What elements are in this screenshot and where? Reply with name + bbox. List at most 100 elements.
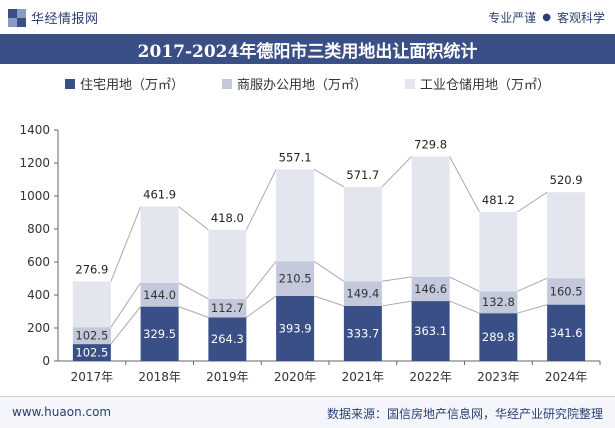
bar-segment xyxy=(547,192,586,279)
legend-swatch-commercial xyxy=(221,78,232,89)
y-axis: 0 200 400 600 800 1000 1200 1400 xyxy=(19,123,59,368)
chart-title: 2017-2024年德阳市三类用地出让面积统计 xyxy=(137,41,478,62)
connector-line xyxy=(449,156,480,213)
x-tick-label: 2019年 xyxy=(206,370,249,384)
connector-line xyxy=(449,300,480,314)
x-tick-label: 2024年 xyxy=(545,370,588,384)
connector-line xyxy=(517,304,548,314)
connector-line xyxy=(517,191,548,213)
data-label: 418.0 xyxy=(211,211,244,225)
x-axis: 2017年 2018年 2019年 2020年 2021年 2022年 2023年 2024年 xyxy=(58,360,601,384)
data-labels: 102.5 102.5 276.9 329.5 144.0 461.9 264.3 112.7… xyxy=(75,137,582,359)
connector-line xyxy=(381,276,412,282)
bar-segment xyxy=(479,313,518,361)
chart-legend: 住宅用地（万㎡） 商服办公用地（万㎡） 工业仓储用地（万㎡） xyxy=(0,74,615,93)
legend-swatch-industrial xyxy=(405,78,415,89)
data-label: 363.1 xyxy=(414,324,447,338)
y-tick-label: 600 xyxy=(27,255,50,269)
data-label: 160.5 xyxy=(550,284,583,298)
data-label: 146.6 xyxy=(414,282,447,296)
bar-segment xyxy=(208,298,247,318)
footer-url: www.huaon.com xyxy=(12,405,112,419)
brand: 华经情报网 xyxy=(8,8,99,27)
connector-line xyxy=(110,306,142,345)
connector-line xyxy=(110,282,142,328)
bar-segment xyxy=(276,169,315,262)
bar-segment xyxy=(208,229,247,299)
data-label: 264.3 xyxy=(211,332,244,346)
brand-name: 华经情报网 xyxy=(31,12,99,27)
y-tick-label: 1400 xyxy=(19,123,50,137)
bar-segment xyxy=(343,186,382,282)
data-label: 276.9 xyxy=(75,262,108,276)
data-label: 289.8 xyxy=(482,330,515,344)
data-label: 149.4 xyxy=(346,287,379,301)
bar-segment xyxy=(140,306,179,361)
y-tick-label: 0 xyxy=(42,354,50,368)
legend-label-residential: 住宅用地（万㎡） xyxy=(79,78,184,93)
bar-segment xyxy=(547,304,586,361)
connector-lines xyxy=(110,156,548,345)
connector-line xyxy=(313,168,345,188)
data-label: 393.9 xyxy=(279,322,312,336)
bar-segment xyxy=(72,281,111,328)
data-label: 329.5 xyxy=(143,327,176,341)
connector-line xyxy=(381,300,412,307)
footer-source: 数据来源：国信房地产信息网，华经产业研究院整理 xyxy=(326,407,603,421)
connector-line xyxy=(381,156,412,188)
x-tick-label: 2017年 xyxy=(71,370,114,384)
legend-item-industrial: 工业仓储用地（万㎡） xyxy=(405,74,550,93)
brand-logo-icon xyxy=(8,8,26,27)
bar-segment xyxy=(411,276,450,302)
bar-segment xyxy=(72,344,111,361)
legend-item-commercial: 商服办公用地（万㎡） xyxy=(221,74,367,93)
connector-line xyxy=(178,206,209,231)
bar-segment xyxy=(479,211,518,292)
connector-line xyxy=(313,260,345,282)
connector-line xyxy=(178,306,209,318)
data-label: 571.7 xyxy=(346,168,379,182)
data-label: 210.5 xyxy=(279,272,312,286)
bar-segment xyxy=(479,291,518,314)
footer: www.huaon.com 数据来源：国信房地产信息网，华经产业研究院整理 xyxy=(0,396,615,428)
bar-segment xyxy=(208,317,247,361)
x-tick-label: 2022年 xyxy=(409,370,452,384)
bar-segment xyxy=(140,282,179,307)
connector-line xyxy=(245,169,277,231)
bullet-dot-icon: ● xyxy=(542,12,551,23)
bar-segment xyxy=(547,278,586,305)
bar-segment xyxy=(140,206,179,283)
connector-line xyxy=(517,277,548,292)
x-tick-label: 2023年 xyxy=(477,370,520,384)
connector-line xyxy=(313,295,345,307)
bar-segment xyxy=(72,327,111,345)
slogan-left: 专业严谨 xyxy=(488,11,537,25)
x-tick-label: 2021年 xyxy=(342,370,385,384)
connector-line xyxy=(449,276,480,292)
stacked-bar-chart: 0 200 400 600 800 1000 1200 1400 2017年 2018年 2019… xyxy=(19,123,601,384)
connector-line xyxy=(110,206,142,282)
bar-segment xyxy=(343,281,382,306)
bars xyxy=(72,156,586,361)
data-label: 132.8 xyxy=(482,295,515,309)
connector-line xyxy=(246,295,277,318)
data-label: 461.9 xyxy=(143,188,176,202)
legend-swatch-residential xyxy=(64,78,75,89)
title-bar: 2017-2024年德阳市三类用地出让面积统计 xyxy=(0,34,615,64)
data-label: 481.2 xyxy=(482,193,515,207)
data-label: 520.9 xyxy=(550,173,583,187)
top-bar: 华经情报网 专业严谨 ● 客观科学 xyxy=(0,0,615,34)
legend-label-industrial: 工业仓储用地（万㎡） xyxy=(420,78,551,93)
y-tick-label: 400 xyxy=(27,288,50,302)
data-label: 341.6 xyxy=(550,326,583,340)
data-label: 102.5 xyxy=(75,346,108,360)
y-tick-label: 800 xyxy=(27,222,50,236)
y-tick-label: 1200 xyxy=(19,156,50,170)
data-label: 729.8 xyxy=(414,137,447,151)
data-label: 102.5 xyxy=(75,329,108,343)
y-tick-label: 200 xyxy=(27,321,50,335)
slogan: 专业严谨 ● 客观科学 xyxy=(488,9,605,26)
bar-segment xyxy=(411,156,450,277)
data-label: 144.0 xyxy=(143,288,176,302)
x-tick-label: 2018年 xyxy=(138,370,181,384)
